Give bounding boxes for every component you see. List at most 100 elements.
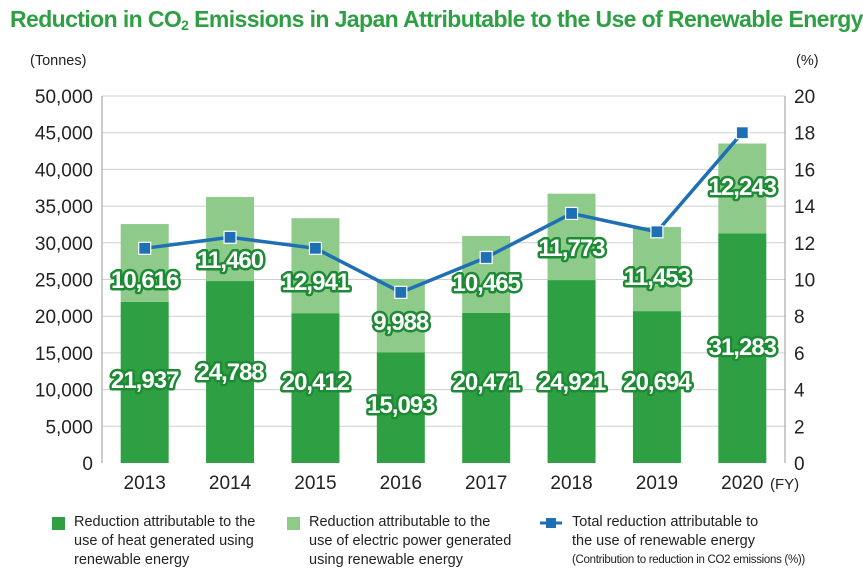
data-label-heat-outline: 15,093: [367, 392, 435, 419]
data-label-heat: 24,921: [538, 369, 606, 396]
data-label-electric-outline: 9,988: [373, 309, 429, 336]
data-label-heat-outline: 31,283: [709, 334, 777, 361]
bar-electric: [718, 143, 767, 234]
x-tick-label: 2014: [209, 473, 252, 494]
y-right-tick-label: 16: [794, 160, 815, 181]
data-label-heat: 20,412: [282, 369, 350, 396]
legend-electric-line-2: use of electric power generated: [309, 533, 512, 549]
data-label-electric: 11,773: [539, 235, 606, 262]
total-point: [735, 126, 749, 140]
total-line: [144, 131, 744, 295]
data-label-heat-outline: 20,471: [452, 369, 520, 396]
y-left-tick-label: 50,000: [35, 87, 93, 108]
total-point: [479, 250, 493, 265]
legend-total-line-1: Total reduction attributable to: [572, 514, 759, 530]
y-left-tick-label: 25,000: [35, 271, 93, 292]
legend-label-total: Total reduction attributable to the use …: [572, 513, 805, 570]
bar-heat: [547, 280, 596, 463]
data-label-electric-outline: 11,453: [624, 264, 691, 291]
data-label-electric: 9,988: [373, 309, 429, 336]
data-label-heat-outline: 20,694: [623, 369, 692, 396]
data-label-electric-outline: 10,616: [111, 267, 179, 294]
y-left-unit-label: (Tonnes): [30, 53, 86, 69]
data-label-heat: 20,694: [623, 369, 692, 396]
data-label-electric-outline: 11,773: [539, 235, 606, 262]
bar-heat: [291, 313, 340, 463]
title-rest: Emissions in Japan Attributable to the U…: [188, 6, 863, 32]
legend-total-line-3: (Contribution to reduction in CO2 emissi…: [572, 554, 805, 566]
y-left-tick-label: 5,000: [45, 417, 93, 438]
data-label-electric: 10,616: [111, 267, 179, 294]
bar-electric: [632, 227, 681, 312]
y-left-tick-label: 45,000: [35, 124, 93, 145]
y-left-tick-label: 0: [82, 454, 93, 475]
data-label-electric: 12,243: [709, 174, 777, 201]
bar-heat: [206, 281, 255, 463]
data-label-electric-outline: 12,243: [709, 174, 777, 201]
legend-swatch-electric: [287, 517, 300, 530]
total-point: [223, 230, 237, 244]
x-tick-label: 2017: [465, 473, 507, 494]
legend-label-electric: Reduction attributable to the use of ele…: [309, 513, 511, 570]
bar-heat: [120, 301, 169, 463]
data-label-heat: 21,937: [111, 367, 179, 394]
bar-electric: [291, 218, 340, 314]
total-point: [394, 285, 408, 299]
data-label-electric: 10,465: [452, 270, 520, 297]
y-right-unit-label: (%): [796, 53, 819, 69]
legend-electric-line-1: Reduction attributable to the: [309, 514, 491, 530]
data-label-heat: 24,788: [196, 359, 264, 386]
y-left-tick-label: 40,000: [35, 160, 93, 181]
y-left-tick-label: 30,000: [35, 234, 93, 255]
x-tick-label: 2016: [380, 473, 422, 494]
total-point: [650, 225, 664, 239]
data-label-heat-outline: 20,412: [282, 369, 350, 396]
legend-heat-line-1: Reduction attributable to the: [74, 514, 256, 530]
y-left-tick-label: 35,000: [35, 197, 93, 218]
x-tick-label: 2013: [124, 473, 166, 494]
x-tick-label: 2015: [294, 473, 336, 494]
bar-heat: [718, 233, 767, 463]
bar-electric: [120, 224, 169, 302]
data-label-heat-outline: 24,788: [196, 359, 264, 386]
chart-svg: 0 5,000 10,000 15,000 20,000 25,000 30,000 35,0…: [30, 53, 819, 494]
data-label-electric-outline: 12,941: [282, 269, 350, 296]
y-right-tick-label: 12: [794, 234, 815, 255]
data-label-electric-outline: 10,465: [452, 270, 520, 297]
data-label-electric: 11,453: [624, 264, 691, 291]
y-left-tick-label: 15,000: [35, 344, 93, 365]
data-label-heat: 20,471: [452, 369, 520, 396]
bar-heat: [376, 352, 425, 463]
y-left-tick-label: 10,000: [35, 381, 93, 402]
data-label-electric: 12,941: [282, 269, 350, 296]
y-left-tick-label: 20,000: [35, 307, 93, 328]
total-point: [308, 241, 323, 255]
data-label-electric: 11,460: [197, 247, 264, 274]
legend-line-marker-icon: [540, 518, 562, 528]
total-point: [564, 206, 579, 221]
title-subscript: 2: [181, 17, 189, 33]
y-right-tick-label: 10: [794, 271, 815, 292]
data-label-heat-outline: 24,921: [538, 369, 606, 396]
y-right-tick-label: 8: [794, 307, 805, 328]
y-right-tick-label: 18: [794, 124, 815, 145]
y-right-tick-label: 0: [794, 454, 805, 475]
x-tick-label: 2019: [636, 473, 678, 494]
x-suffix-label: (FY): [770, 476, 799, 493]
data-label-heat: 15,093: [367, 392, 435, 419]
data-label-heat-outline: 21,937: [111, 367, 179, 394]
y-right-tick-label: 4: [794, 381, 805, 402]
x-tick-label: 2020: [721, 473, 763, 494]
chart-title: Reduction in CO2 Emissions in Japan Attr…: [10, 6, 863, 33]
legend-heat-line-3: renewable energy: [74, 552, 190, 568]
bar-heat: [462, 312, 511, 463]
bar-heat: [632, 311, 681, 463]
x-tick-label: 2018: [550, 473, 592, 494]
y-right-tick-label: 20: [794, 87, 815, 108]
total-point: [138, 241, 152, 255]
data-label-electric-outline: 11,460: [197, 247, 264, 274]
y-right-tick-label: 2: [794, 417, 805, 438]
y-right-tick-label: 6: [794, 344, 805, 365]
legend-electric-line-3: using renewable energy: [309, 552, 463, 568]
title-main: Reduction in CO: [10, 6, 182, 32]
